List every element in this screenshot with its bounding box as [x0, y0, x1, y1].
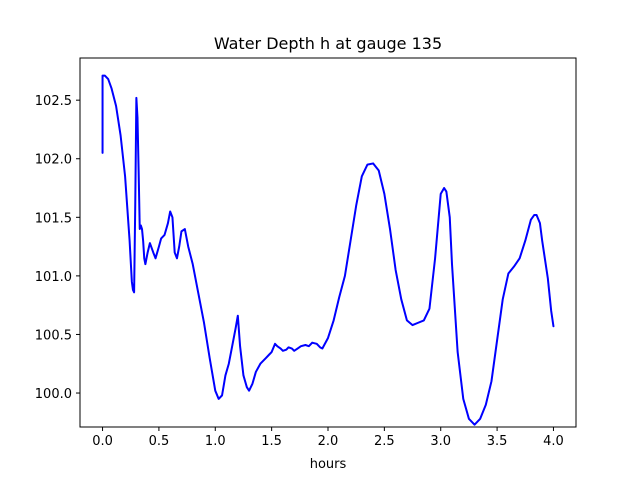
x-tick-label: 3.0	[430, 434, 451, 449]
y-tick-label: 100.5	[35, 328, 72, 343]
y-tick-label: 102.0	[35, 153, 72, 168]
y-tick-label: 101.0	[35, 270, 72, 285]
chart-title: Water Depth h at gauge 135	[214, 34, 442, 53]
x-tick-label: 2.0	[318, 434, 339, 449]
x-tick-label: 3.5	[487, 434, 508, 449]
x-tick-label: 4.0	[543, 434, 564, 449]
x-tick-label: 1.0	[205, 434, 226, 449]
plot-area	[101, 74, 555, 426]
x-tick-label: 1.5	[261, 434, 282, 449]
x-axis-ticks: 0.0 0.5 1.0 1.5 2.0 2.5 3.0 3.5 4.0	[92, 427, 564, 449]
series-line-water-depth	[101, 74, 555, 426]
y-tick-label: 102.5	[35, 94, 72, 109]
x-axis-label: hours	[310, 457, 347, 472]
x-tick-label: 0.0	[92, 434, 113, 449]
y-axis-ticks: 100.0 100.5 101.0 101.5 102.0 102.5	[35, 94, 80, 402]
y-tick-label: 100.0	[35, 387, 72, 402]
x-tick-label: 2.5	[374, 434, 395, 449]
y-tick-label: 101.5	[35, 211, 72, 226]
x-tick-label: 0.5	[149, 434, 170, 449]
